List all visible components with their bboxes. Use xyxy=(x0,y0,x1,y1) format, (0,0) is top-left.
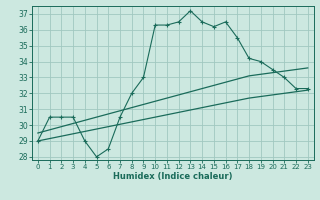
X-axis label: Humidex (Indice chaleur): Humidex (Indice chaleur) xyxy=(113,172,233,181)
